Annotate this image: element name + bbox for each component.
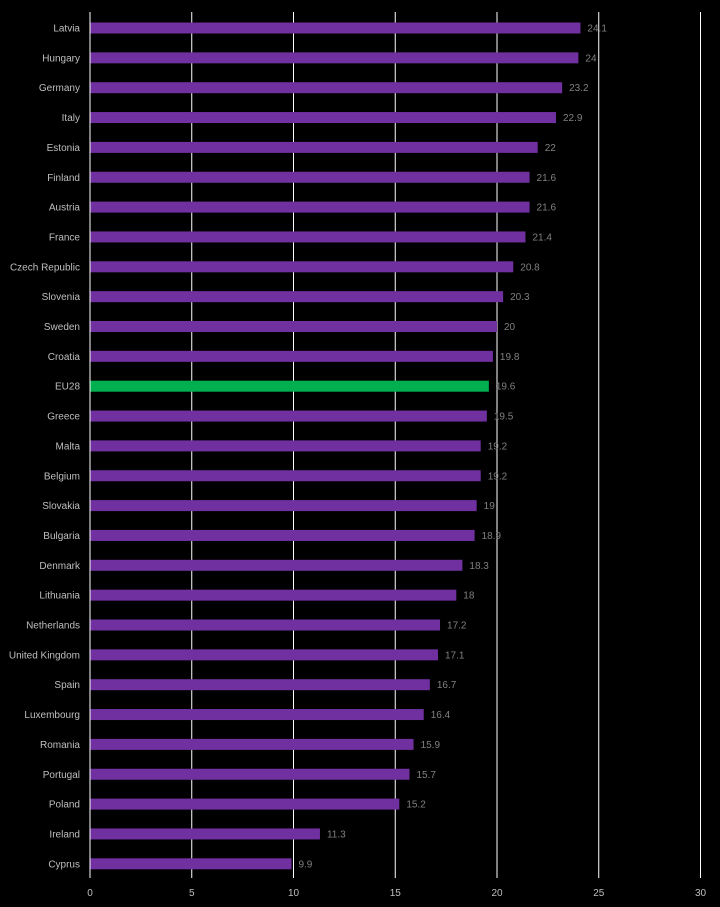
value-label: 20 <box>504 322 516 333</box>
value-label: 21.6 <box>537 203 557 214</box>
value-label: 23.2 <box>569 83 589 94</box>
bar <box>90 589 457 601</box>
value-label: 19.8 <box>500 352 520 363</box>
bar <box>90 380 489 392</box>
value-label: 19 <box>484 501 496 512</box>
value-label: 21.4 <box>532 232 552 243</box>
bar <box>90 470 481 482</box>
value-label: 17.1 <box>445 650 465 661</box>
x-tick-label: 15 <box>390 888 402 899</box>
category-label: Cyprus <box>48 859 80 870</box>
value-label: 9.9 <box>298 859 312 870</box>
bar <box>90 350 493 362</box>
category-label: EU28 <box>55 382 80 393</box>
value-label: 24 <box>585 53 597 64</box>
category-label: Slovenia <box>42 292 81 303</box>
value-label: 18 <box>463 591 475 602</box>
bar <box>90 679 430 691</box>
category-label: Estonia <box>47 143 81 154</box>
category-label: Romania <box>40 740 80 751</box>
value-label: 15.2 <box>406 800 426 811</box>
value-label: 19.2 <box>488 441 508 452</box>
bar <box>90 798 400 810</box>
category-label: Luxembourg <box>24 710 80 721</box>
value-label: 24.1 <box>587 24 607 35</box>
category-label: United Kingdom <box>9 650 80 661</box>
bar <box>90 440 481 452</box>
x-tick-label: 5 <box>189 888 195 899</box>
bar <box>90 559 463 571</box>
category-labels: Latvia Hungary Germany Italy Estonia Finland A… <box>9 24 81 871</box>
category-label: Sweden <box>44 322 80 333</box>
value-label: 16.7 <box>437 680 457 691</box>
bar <box>90 141 538 153</box>
category-label: Lithuania <box>39 591 80 602</box>
category-label: Slovakia <box>42 501 80 512</box>
x-tick-label: 0 <box>87 888 93 899</box>
bar <box>90 52 579 64</box>
x-axis-tick-labels: 0 5 10 15 20 25 30 <box>87 888 706 899</box>
value-label: 15.9 <box>421 740 441 751</box>
category-label: Latvia <box>53 24 80 35</box>
category-label: Netherlands <box>26 621 80 632</box>
bar <box>90 649 438 661</box>
bar <box>90 619 441 631</box>
bar <box>90 291 504 303</box>
bar <box>90 261 514 273</box>
value-label: 15.7 <box>416 770 436 781</box>
bar <box>90 112 557 124</box>
category-label: Greece <box>47 412 80 423</box>
category-label: France <box>49 232 81 243</box>
category-label: Croatia <box>48 352 81 363</box>
value-label: 19.6 <box>496 382 516 393</box>
bar <box>90 738 414 750</box>
bar <box>90 231 526 243</box>
value-labels: 24.1 24 23.2 22.9 22 21.6 21.6 21.4 20.8 20.3 20 19… <box>298 24 607 871</box>
bar <box>90 828 320 840</box>
category-label: Finland <box>47 173 80 184</box>
category-label: Malta <box>56 441 81 452</box>
value-label: 20.3 <box>510 292 530 303</box>
category-label: Portugal <box>43 770 80 781</box>
bar <box>90 82 563 94</box>
value-label: 22 <box>545 143 557 154</box>
category-label: Belgium <box>44 471 80 482</box>
bar <box>90 321 497 332</box>
value-label: 11.3 <box>327 829 346 840</box>
category-label: Italy <box>62 113 80 124</box>
value-label: 21.6 <box>537 173 557 184</box>
category-label: Denmark <box>39 561 81 572</box>
x-tick-label: 30 <box>695 888 707 899</box>
bar <box>90 529 475 541</box>
value-label: 19.5 <box>494 412 514 423</box>
bars <box>90 22 581 870</box>
bar <box>90 709 424 721</box>
category-label: Poland <box>49 800 80 811</box>
category-label: Spain <box>54 680 80 691</box>
value-label: 20.8 <box>520 262 540 273</box>
value-label: 16.4 <box>431 710 451 721</box>
bar <box>90 768 410 780</box>
value-label: 18.3 <box>469 561 489 572</box>
category-label: Germany <box>39 83 80 94</box>
bar <box>90 201 530 213</box>
category-label: Hungary <box>42 53 80 64</box>
value-label: 18.9 <box>482 531 502 542</box>
category-label: Czech Republic <box>10 262 80 273</box>
x-tick-label: 20 <box>491 888 503 899</box>
category-label: Austria <box>49 203 81 214</box>
bar <box>90 858 292 870</box>
x-tick-label: 25 <box>593 888 605 899</box>
category-label: Ireland <box>49 829 80 840</box>
bar <box>90 500 477 512</box>
value-label: 19.2 <box>488 471 508 482</box>
category-label: Bulgaria <box>43 531 80 542</box>
bar <box>90 171 530 183</box>
bar <box>90 410 487 422</box>
value-label: 22.9 <box>563 113 583 124</box>
value-label: 17.2 <box>447 621 467 632</box>
bar <box>90 22 581 34</box>
x-tick-label: 10 <box>288 888 300 899</box>
